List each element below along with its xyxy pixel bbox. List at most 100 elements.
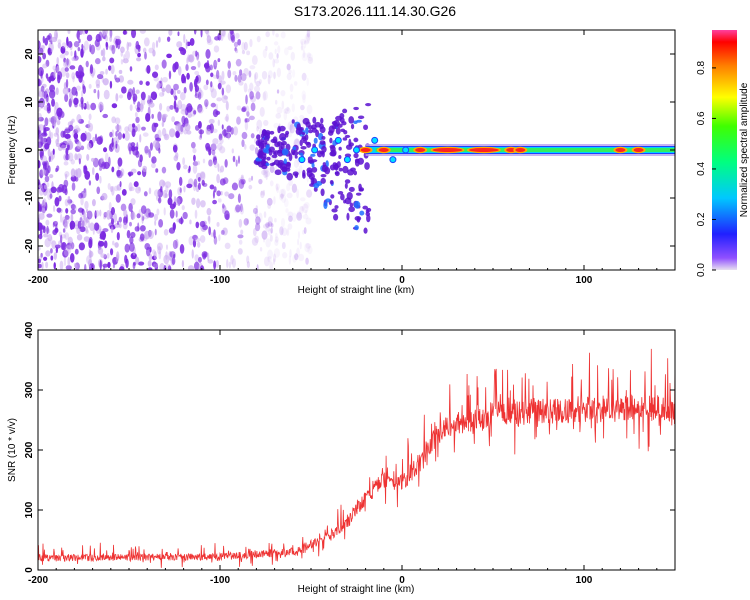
noise-blob <box>151 156 157 164</box>
noise-blob <box>212 190 215 199</box>
noise-blob <box>157 188 164 198</box>
noise-blob <box>38 66 44 77</box>
noise-blob <box>65 147 69 156</box>
noise-blob <box>46 76 53 82</box>
noise-blob <box>109 57 115 64</box>
noise-blob <box>305 243 312 249</box>
noise-blob <box>256 264 259 270</box>
noise-blob <box>91 199 96 207</box>
noise-blob <box>147 106 150 114</box>
transition-blob <box>329 144 336 149</box>
noise-blob <box>42 135 47 143</box>
noise-blob <box>63 161 69 166</box>
noise-blob <box>267 221 273 227</box>
noise-blob <box>67 30 71 34</box>
noise-blob <box>237 193 241 204</box>
ridge-hotspot <box>515 148 526 152</box>
noise-blob <box>288 215 293 222</box>
noise-blob <box>176 161 181 171</box>
noise-blob <box>228 193 235 200</box>
noise-blob <box>298 253 305 262</box>
noise-blob <box>50 255 54 261</box>
noise-blob <box>256 125 260 132</box>
noise-blob <box>269 261 274 270</box>
noise-blob <box>136 107 141 113</box>
noise-blob <box>56 119 61 126</box>
noise-blob <box>263 119 269 127</box>
noise-blob <box>224 242 231 250</box>
noise-blob <box>244 118 250 123</box>
noise-blob <box>136 57 142 62</box>
noise-blob <box>199 235 206 243</box>
noise-blob <box>94 133 98 142</box>
transition-blob <box>362 205 368 210</box>
noise-blob <box>79 217 83 223</box>
noise-blob <box>273 248 280 258</box>
noise-blob <box>151 122 157 133</box>
noise-blob <box>66 36 69 46</box>
noise-blob <box>303 201 310 209</box>
noise-blob <box>287 46 293 51</box>
transition-blob <box>348 186 355 192</box>
noise-blob <box>219 138 224 144</box>
noise-blob <box>273 71 277 79</box>
noise-blob <box>181 260 185 268</box>
noise-blob <box>128 182 133 192</box>
noise-blob <box>120 203 127 212</box>
noise-blob <box>116 231 120 241</box>
noise-blob <box>273 253 277 263</box>
noise-blob <box>108 201 112 212</box>
noise-blob <box>270 227 273 234</box>
noise-blob <box>232 258 236 268</box>
noise-blob <box>162 189 167 199</box>
noise-blob <box>236 105 242 111</box>
noise-blob <box>73 41 80 48</box>
noise-blob <box>241 50 246 55</box>
noise-blob <box>288 69 292 74</box>
noise-blob <box>64 58 71 68</box>
noise-blob <box>46 213 53 218</box>
noise-blob <box>199 128 203 139</box>
noise-blob <box>60 242 65 251</box>
noise-blob <box>213 260 217 270</box>
noise-blob <box>138 186 141 192</box>
noise-blob <box>96 186 101 195</box>
ridge-blob <box>389 156 397 164</box>
noise-blob <box>111 116 117 124</box>
noise-blob <box>205 49 211 59</box>
noise-blob <box>128 202 133 212</box>
transition-blob <box>296 123 301 131</box>
noise-blob <box>65 153 70 161</box>
transition-blob <box>260 133 265 139</box>
ridge-blob <box>371 136 379 144</box>
noise-blob <box>109 131 113 138</box>
noise-blob <box>59 234 63 244</box>
transition-blob <box>301 132 305 136</box>
transition-blob <box>305 121 311 128</box>
noise-blob <box>102 78 109 86</box>
ridge-hotspot <box>360 148 371 152</box>
noise-blob <box>235 159 238 167</box>
noise-blob <box>111 185 115 196</box>
noise-blob <box>258 212 263 223</box>
spectrogram-ylabel: Frequency (Hz) <box>7 116 18 185</box>
noise-blob <box>276 89 280 94</box>
noise-blob <box>241 139 245 148</box>
noise-blob <box>82 84 85 90</box>
noise-blob <box>63 249 70 257</box>
transition-blob <box>272 161 276 166</box>
noise-blob <box>241 131 248 140</box>
noise-blob <box>173 100 177 110</box>
noise-blob <box>213 235 218 245</box>
noise-blob <box>255 91 261 100</box>
noise-blob <box>78 158 81 165</box>
transition-blob <box>312 178 317 185</box>
noise-blob <box>300 38 306 46</box>
noise-blob <box>116 169 121 177</box>
noise-blob <box>217 82 222 90</box>
noise-blob <box>121 189 127 196</box>
noise-blob <box>232 155 236 163</box>
transition-blob <box>331 208 338 213</box>
noise-blob <box>161 76 168 83</box>
noise-blob <box>61 42 67 49</box>
